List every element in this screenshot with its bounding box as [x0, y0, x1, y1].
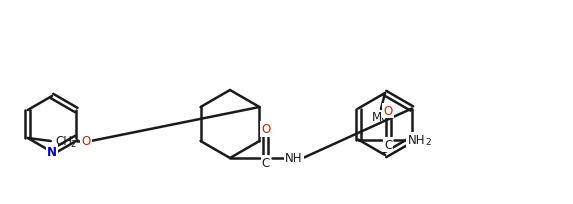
- Text: CH: CH: [55, 135, 72, 148]
- Text: C: C: [384, 138, 393, 151]
- Text: O: O: [383, 104, 393, 118]
- Text: C: C: [262, 157, 270, 170]
- Text: O: O: [81, 135, 91, 148]
- Text: 2: 2: [70, 139, 76, 148]
- Text: O: O: [261, 123, 270, 136]
- Text: 2: 2: [425, 138, 431, 147]
- Text: Me: Me: [372, 111, 390, 124]
- Text: NH: NH: [407, 133, 425, 146]
- Text: NH: NH: [285, 152, 303, 165]
- Text: N: N: [47, 146, 57, 159]
